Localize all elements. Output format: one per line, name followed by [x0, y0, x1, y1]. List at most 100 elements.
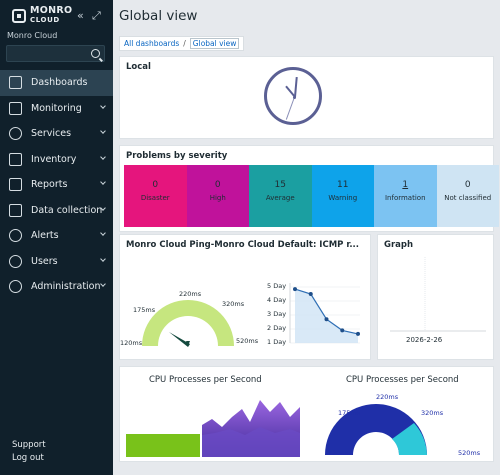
sidebar: MONRO CLOUD « ⤢ Monro Cloud Dashboards M…	[0, 0, 113, 475]
gauge-label: 220ms	[376, 393, 399, 401]
ping-line-chart	[289, 283, 360, 344]
clock-widget: Local	[119, 56, 494, 139]
users-icon	[9, 254, 22, 268]
graph-date-label: 2026-2-26	[406, 336, 443, 344]
breadcrumb-separator: /	[183, 39, 186, 48]
dashboards-icon	[9, 76, 22, 90]
severity-not-classified[interactable]: 0 Not classified	[436, 165, 499, 227]
chevron-down-icon	[100, 153, 106, 160]
widget-title: Local	[126, 62, 151, 72]
logo-line2: CLOUD	[30, 15, 60, 24]
menu-item-inventory[interactable]: Inventory	[0, 147, 113, 173]
logo[interactable]: MONRO CLOUD	[12, 5, 73, 24]
gauge-label: 175ms	[133, 306, 156, 314]
menu-item-label: Inventory	[31, 153, 77, 165]
data-collection-icon	[9, 203, 22, 217]
administration-icon	[9, 280, 22, 294]
severity-average[interactable]: 15 Average	[249, 165, 312, 227]
cpu-chart-title: CPU Processes per Second	[149, 375, 262, 385]
collapse-sidebar-icon[interactable]: «	[77, 9, 84, 22]
problems-by-severity-widget: Problems by severity 0 Disaster 0 High 1…	[119, 145, 499, 232]
menu-item-services[interactable]: Services	[0, 121, 113, 147]
cpu-widget: CPU Processes per Second CPU Processes p…	[119, 366, 494, 462]
chevron-down-icon	[100, 128, 106, 134]
main-menu: Dashboards Monitoring Services Inventory…	[0, 70, 113, 300]
severity-count: 0	[464, 180, 471, 190]
severity-name: Warning	[328, 194, 358, 202]
menu-item-reports[interactable]: Reports	[0, 172, 113, 198]
chevron-down-icon	[100, 230, 106, 236]
menu-item-label: Administration	[31, 281, 101, 293]
server-name: Monro Cloud	[7, 31, 58, 40]
support-link[interactable]: Support	[12, 440, 46, 450]
menu-item-users[interactable]: Users	[0, 249, 113, 275]
y-tick-label: 3 Day	[267, 310, 287, 318]
logo-line1: MONRO	[30, 5, 73, 16]
chevron-down-icon	[100, 102, 106, 109]
gauge-label: 220ms	[179, 290, 202, 298]
graph-widget: Graph 2026-2-26	[377, 234, 494, 360]
severity-count: 11	[337, 180, 349, 190]
severity-count: 0	[152, 180, 159, 190]
breadcrumb-current[interactable]: Global view	[189, 38, 240, 49]
ping-gauge	[142, 300, 234, 347]
severity-name: Information	[384, 194, 426, 202]
severity-warning[interactable]: 11 Warning	[311, 165, 374, 227]
monitoring-icon	[9, 101, 22, 115]
menu-item-administration[interactable]: Administration	[0, 274, 113, 300]
menu-item-label: Reports	[31, 179, 68, 191]
clock-icon	[264, 67, 322, 125]
breadcrumb-all-dashboards[interactable]: All dashboards	[124, 39, 180, 48]
y-tick-label: 5 Day	[267, 282, 287, 290]
kiosk-mode-icon[interactable]: ⤢	[92, 9, 101, 22]
gauge-label: 175ms	[338, 409, 361, 417]
chart-point	[293, 287, 297, 292]
breadcrumb: All dashboards / Global view	[119, 36, 245, 51]
severity-count[interactable]: 1	[402, 180, 409, 190]
menu-item-label: Monitoring	[31, 102, 82, 114]
gauge-label: 520ms	[458, 449, 481, 457]
menu-item-data-collection[interactable]: Data collection	[0, 198, 113, 224]
logout-link[interactable]: Log out	[12, 453, 44, 463]
menu-item-label: Data collection	[31, 204, 103, 216]
chevron-down-icon	[100, 281, 106, 287]
severity-information[interactable]: 1 Information	[374, 165, 437, 227]
cpu-gauge-highlight	[392, 423, 427, 455]
menu-item-alerts[interactable]: Alerts	[0, 223, 113, 249]
menu-item-label: Services	[31, 128, 72, 140]
severity-high[interactable]: 0 High	[186, 165, 249, 227]
reports-icon	[9, 178, 22, 192]
severity-name: Average	[265, 194, 295, 202]
chart-point	[356, 331, 360, 336]
menu-item-monitoring[interactable]: Monitoring	[0, 96, 113, 122]
logo-icon	[12, 8, 26, 23]
severity-count: 15	[274, 180, 286, 190]
gauge-label: 320ms	[222, 300, 245, 308]
chevron-down-icon	[100, 204, 106, 211]
cpu-gauge-title: CPU Processes per Second	[346, 375, 459, 385]
services-icon	[9, 127, 22, 141]
severity-name: Not classified	[444, 194, 492, 202]
y-tick-label: 4 Day	[267, 296, 287, 304]
gauge-needle	[169, 332, 190, 347]
y-tick-label: 2 Day	[267, 324, 287, 332]
search-icon[interactable]	[91, 49, 100, 58]
menu-item-label: Alerts	[31, 230, 59, 242]
y-tick-label: 1 Day	[267, 338, 287, 346]
clock-second-hand	[285, 96, 295, 120]
inventory-icon	[9, 152, 22, 166]
menu-item-dashboards[interactable]: Dashboards	[0, 70, 113, 96]
clock-center	[293, 96, 296, 99]
search-input[interactable]	[6, 45, 105, 62]
severity-row: 0 Disaster 0 High 15 Average 11 Warning …	[124, 165, 499, 227]
widget-title: Monro Cloud Ping-Monro Cloud Default: IC…	[126, 240, 360, 250]
severity-disaster[interactable]: 0 Disaster	[124, 165, 187, 227]
severity-count: 0	[214, 180, 221, 190]
widget-title: Problems by severity	[126, 151, 228, 161]
gauge-arc	[142, 300, 234, 346]
gauge-label: 120ms	[120, 339, 143, 347]
chevron-down-icon	[100, 255, 106, 262]
severity-name: Disaster	[140, 194, 170, 202]
menu-item-label: Users	[31, 255, 58, 267]
ping-widget: Monro Cloud Ping-Monro Cloud Default: IC…	[119, 234, 371, 360]
